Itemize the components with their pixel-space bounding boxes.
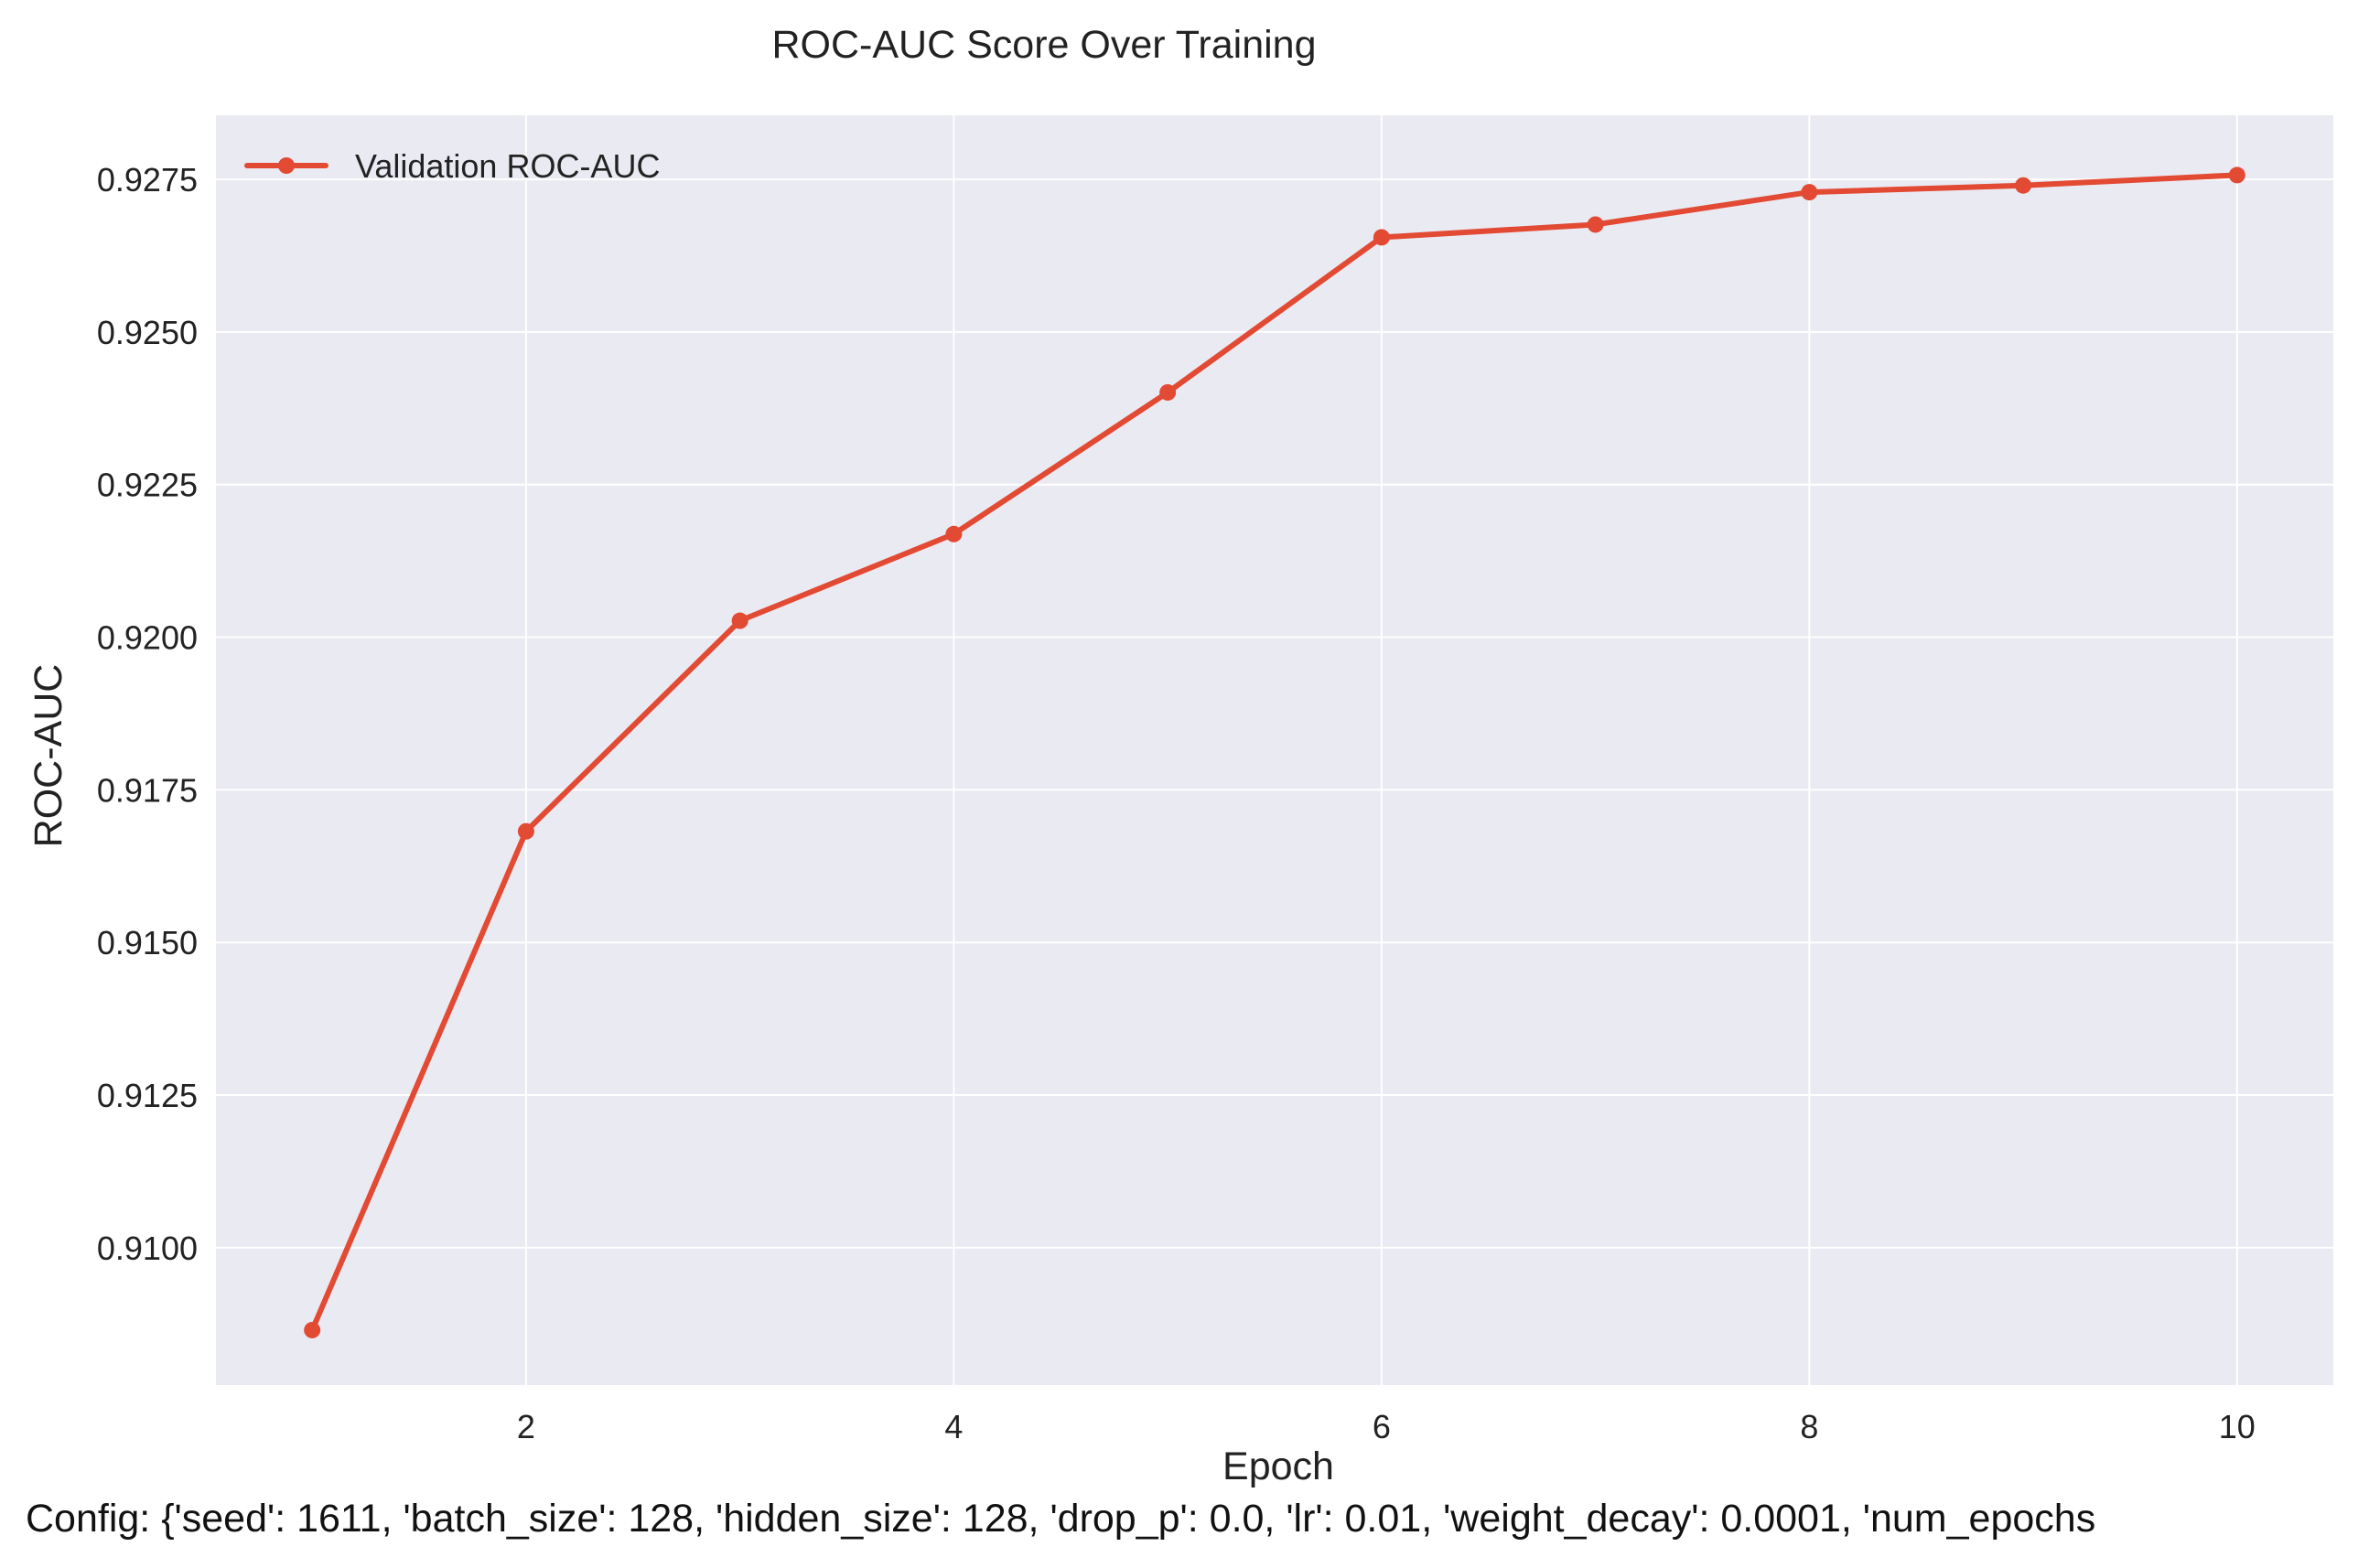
y-tick-label: 0.9250 — [97, 314, 198, 351]
data-point — [1801, 184, 1818, 201]
legend: Validation ROC-AUC — [244, 147, 660, 185]
y-tick-label: 0.9100 — [97, 1230, 198, 1267]
legend-label: Validation ROC-AUC — [355, 147, 660, 185]
y-tick-label: 0.9200 — [97, 619, 198, 657]
data-point — [731, 612, 748, 629]
series-layer — [304, 166, 2245, 1338]
x-tick-label: 6 — [1373, 1408, 1391, 1445]
config-footnote: Config: {'seed': 1611, 'batch_size': 128… — [26, 1497, 2095, 1541]
plot-area — [216, 115, 2333, 1385]
y-tick-label: 0.9150 — [97, 924, 198, 961]
x-tick-label: 2 — [517, 1408, 535, 1445]
x-tick-label: 8 — [1800, 1408, 1818, 1445]
y-tick-label: 0.9125 — [97, 1077, 198, 1114]
x-tick-label: 10 — [2219, 1408, 2256, 1445]
y-tick-label: 0.9225 — [97, 467, 198, 504]
data-point — [517, 822, 534, 840]
data-point — [2015, 177, 2032, 194]
data-point — [945, 525, 963, 542]
y-tick-label: 0.9275 — [97, 161, 198, 199]
grid-lines — [216, 115, 2333, 1385]
x-tick-label: 4 — [944, 1408, 963, 1445]
legend-point-marker — [278, 157, 295, 174]
data-point — [2228, 166, 2245, 184]
data-point — [1159, 383, 1177, 401]
data-point — [1587, 216, 1604, 233]
x-tick-labels: 2 4 6 8 10 — [517, 1408, 2256, 1445]
series-line — [309, 172, 2240, 1333]
y-axis-title: ROC-AUC — [27, 664, 70, 848]
y-tick-label: 0.9175 — [97, 771, 198, 809]
x-axis-title: Epoch — [1222, 1444, 1334, 1488]
y-tick-labels: 0.9100 0.9125 0.9150 0.9175 0.9200 0.9225 0.92… — [97, 161, 198, 1267]
chart-title: ROC-AUC Score Over Training — [772, 23, 1317, 67]
data-point — [1373, 229, 1390, 246]
data-point — [304, 1321, 321, 1338]
